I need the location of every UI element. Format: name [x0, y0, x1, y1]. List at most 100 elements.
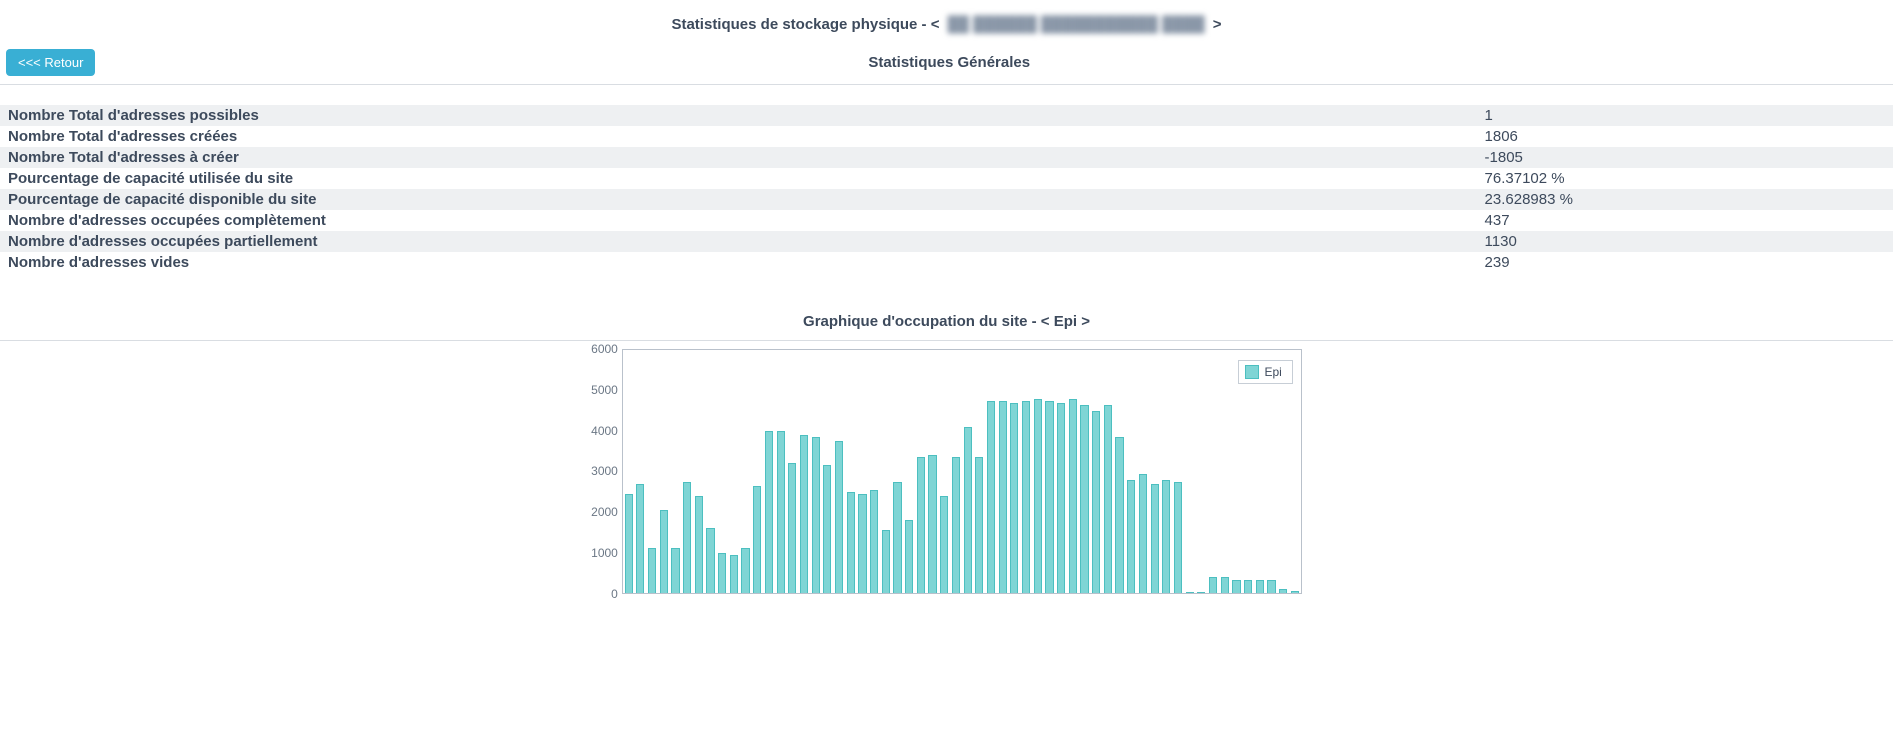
chart-bar — [1221, 577, 1229, 593]
chart-bar — [952, 457, 960, 593]
chart-y-tick: 5000 — [591, 383, 618, 397]
chart-container: 6000500040003000200010000 Epi — [0, 341, 1893, 601]
chart-bar-slot — [763, 350, 775, 593]
chart-bar-slot — [1289, 350, 1301, 593]
chart-bar — [1127, 480, 1135, 593]
chart-bar-slot — [1125, 350, 1137, 593]
chart-bar — [999, 401, 1007, 593]
chart-bar — [1104, 405, 1112, 593]
chart-bar-slot — [1020, 350, 1032, 593]
stats-row-value: 1130 — [1477, 231, 1893, 252]
chart-y-tick: 1000 — [591, 546, 618, 560]
page-title-context: ██ ██████ ███████████ ████ — [948, 16, 1205, 33]
chart-bar — [683, 482, 691, 593]
chart-bar — [1267, 580, 1275, 593]
stats-row: Nombre d'adresses vides239 — [0, 252, 1893, 273]
chart-bar-slot — [1149, 350, 1161, 593]
chart-bar — [706, 528, 714, 593]
chart-bar-slot — [1160, 350, 1172, 593]
chart-bar — [1209, 577, 1217, 593]
chart-bar — [964, 427, 972, 593]
stats-row-value: 239 — [1477, 252, 1893, 273]
chart-bar-slot — [693, 350, 705, 593]
back-button[interactable]: <<< Retour — [6, 49, 95, 76]
page-title-suffix: > — [1213, 16, 1222, 33]
chart-bar-slot — [635, 350, 647, 593]
chart-bar — [1174, 482, 1182, 593]
stats-row-value: 1806 — [1477, 126, 1893, 147]
stats-row-label: Pourcentage de capacité disponible du si… — [0, 189, 1477, 210]
chart-bar — [648, 548, 656, 593]
chart-bar-slot — [1137, 350, 1149, 593]
chart-bar — [1022, 401, 1030, 593]
chart-bar — [718, 553, 726, 593]
chart-legend: Epi — [1238, 360, 1293, 384]
chart-bar-slot — [1090, 350, 1102, 593]
chart-bar — [765, 431, 773, 593]
stats-row-value: 437 — [1477, 210, 1893, 231]
chart-bar — [1045, 401, 1053, 593]
chart-bar-slot — [997, 350, 1009, 593]
stats-row: Pourcentage de capacité disponible du si… — [0, 189, 1893, 210]
stats-row-label: Nombre Total d'adresses à créer — [0, 147, 1477, 168]
chart-bar — [741, 548, 749, 593]
chart-bar-slot — [775, 350, 787, 593]
chart-bar — [1232, 580, 1240, 593]
chart-bar — [1080, 405, 1088, 593]
chart-section-title: Graphique d'occupation du site - < Epi > — [0, 273, 1893, 341]
chart-bar — [870, 490, 878, 593]
chart-bar-slot — [1207, 350, 1219, 593]
chart-bar — [882, 530, 890, 593]
stats-row-label: Pourcentage de capacité utilisée du site — [0, 168, 1477, 189]
toolbar-row: <<< Retour Statistiques Générales — [0, 41, 1893, 85]
chart-bar-slot — [740, 350, 752, 593]
chart-bar-slot — [1277, 350, 1289, 593]
chart-bar — [730, 555, 738, 593]
chart-bar-slot — [1067, 350, 1079, 593]
chart-legend-label: Epi — [1265, 365, 1282, 379]
chart-bar — [1092, 411, 1100, 593]
chart-bar — [1186, 592, 1194, 593]
chart-bar-slot — [658, 350, 670, 593]
chart-bar — [975, 457, 983, 593]
chart-bar-slot — [1254, 350, 1266, 593]
chart-plot-area: Epi — [622, 349, 1302, 594]
chart-bar-slot — [973, 350, 985, 593]
chart-bar-slot — [927, 350, 939, 593]
chart-bar — [1139, 474, 1147, 593]
chart-bar-slot — [833, 350, 845, 593]
chart-bars — [623, 350, 1301, 593]
chart-bar-slot — [1055, 350, 1067, 593]
chart-bar — [928, 455, 936, 593]
chart-bar — [1279, 589, 1287, 593]
chart-bar-slot — [880, 350, 892, 593]
chart-bar-slot — [1079, 350, 1091, 593]
chart-y-tick: 6000 — [591, 342, 618, 356]
chart-bar-slot — [670, 350, 682, 593]
chart-bar — [835, 441, 843, 593]
chart-bar-slot — [1009, 350, 1021, 593]
stats-row: Nombre Total d'adresses possibles1 — [0, 105, 1893, 126]
chart-y-tick: 0 — [611, 587, 618, 601]
stats-row-label: Nombre d'adresses vides — [0, 252, 1477, 273]
chart-bar — [823, 465, 831, 593]
stats-row-value: 1 — [1477, 105, 1893, 126]
chart-bar-slot — [903, 350, 915, 593]
chart-bar — [1151, 484, 1159, 593]
chart-bar-slot — [985, 350, 997, 593]
chart-bar-slot — [1196, 350, 1208, 593]
chart-bar — [905, 520, 913, 593]
chart-bar-slot — [868, 350, 880, 593]
chart-bar-slot — [915, 350, 927, 593]
chart-bar-slot — [1242, 350, 1254, 593]
chart-bar-slot — [845, 350, 857, 593]
chart-bar — [671, 548, 679, 593]
chart-bar — [660, 510, 668, 593]
chart-bar-slot — [857, 350, 869, 593]
chart-bar-slot — [892, 350, 904, 593]
chart-bar — [940, 496, 948, 593]
chart-bar — [625, 494, 633, 593]
chart-bar — [893, 482, 901, 593]
chart-bar-slot — [751, 350, 763, 593]
chart-y-tick: 4000 — [591, 424, 618, 438]
